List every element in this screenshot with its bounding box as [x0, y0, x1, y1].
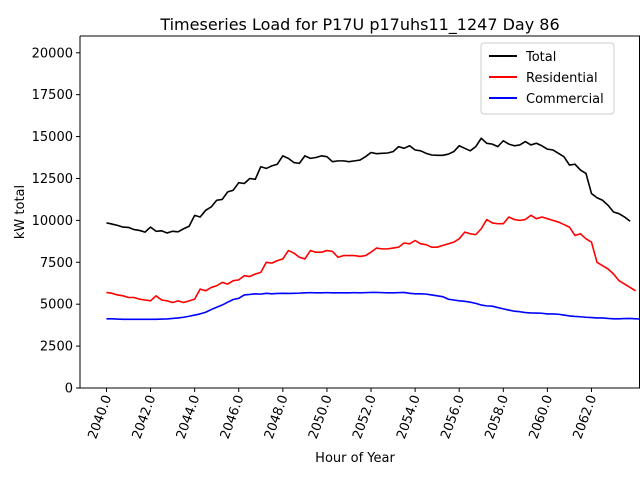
chart-title: Timeseries Load for P17U p17uhs11_1247 D…	[159, 15, 559, 35]
legend-label-total: Total	[525, 50, 556, 65]
series-lines	[106, 137, 640, 321]
y-tick-label: 12500	[32, 172, 73, 187]
legend-box	[480, 42, 615, 115]
y-tick-label: 5000	[40, 298, 73, 313]
y-tick-label: 10000	[32, 214, 73, 229]
y-tick-label: 15000	[32, 130, 73, 145]
legend-label-residential: Residential	[526, 71, 598, 86]
legend-label-commercial: Commercial	[526, 92, 604, 107]
series-line-residential	[106, 214, 637, 304]
y-tick-label: 2500	[40, 340, 73, 355]
y-axis-ticks: 0 2500 5000 7500 10000 12500 15000 17500 20000	[32, 46, 80, 397]
series-line-total	[106, 137, 631, 234]
y-tick-label: 17500	[32, 88, 73, 103]
y-tick-label: 20000	[32, 46, 73, 61]
y-axis-label: kW total	[13, 185, 28, 239]
y-tick-label: 7500	[40, 256, 73, 271]
series-line-commercial	[106, 291, 640, 321]
y-tick-label: 0	[65, 382, 73, 397]
x-axis-label: Hour of Year	[315, 451, 395, 466]
legend: Total Residential Commercial	[480, 42, 615, 115]
